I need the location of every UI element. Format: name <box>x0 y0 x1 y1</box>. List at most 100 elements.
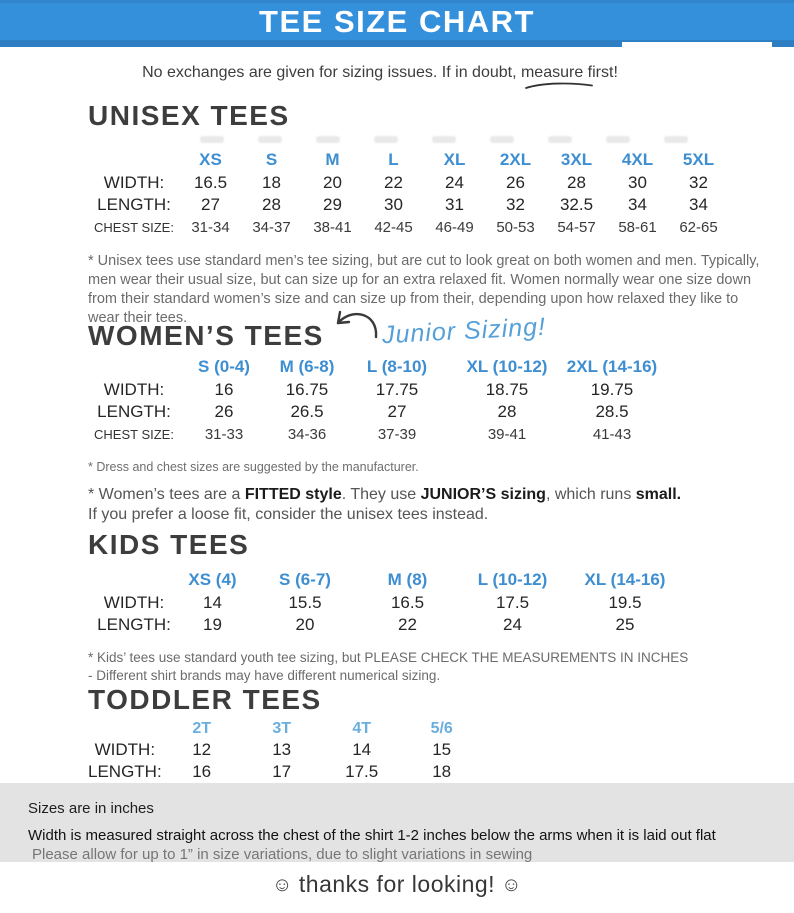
size-value: 17.5 <box>495 593 530 612</box>
size-value: 18 <box>432 762 452 781</box>
size-value: 46-49 <box>435 219 474 236</box>
row-label: CHEST SIZE: <box>94 427 174 442</box>
size-column-header: M (8) <box>387 570 428 589</box>
size-value: 26 <box>506 173 525 192</box>
toddler-header-row: 2T 3T 4T 5/6 <box>88 719 482 739</box>
size-value: 54-57 <box>557 219 596 236</box>
toddler-title: TODDLER TEES <box>88 684 322 715</box>
size-value: 30 <box>628 173 647 192</box>
size-value: 16 <box>214 380 234 399</box>
row-label: WIDTH: <box>103 173 165 192</box>
size-value: 28.5 <box>595 402 629 421</box>
womens-chest-row: CHEST SIZE: 31-33 34-36 37-39 39-41 41-4… <box>88 423 658 446</box>
section-unisex: UNISEX TEES XS S M L XL 2XL 3XL 4XL 5XL … <box>88 101 764 327</box>
smiley-icon: ☺ <box>501 874 522 896</box>
size-value: 17 <box>272 762 292 781</box>
size-column-header: 3T <box>272 720 292 737</box>
size-value: 18 <box>262 173 281 192</box>
toddler-length-row: LENGTH: 16 17 17.5 18 <box>88 761 482 783</box>
size-value: 18.75 <box>485 380 529 399</box>
section-toddler: TODDLER TEES 2T 3T 4T 5/6 WIDTH: 12 13 1… <box>88 685 482 783</box>
size-column-header: 5/6 <box>430 720 453 737</box>
note-text: . They use <box>341 486 421 503</box>
size-column-header: S (6-7) <box>279 570 331 589</box>
womens-width-row: WIDTH: 16 16.75 17.75 18.75 19.75 <box>88 379 658 401</box>
size-value: 19.5 <box>608 593 642 612</box>
footer-line: Sizes are in inches <box>28 800 154 817</box>
size-value: 31-34 <box>191 219 230 236</box>
note-text: - Different shirt brands may have differ… <box>88 668 441 684</box>
size-column-header: S (0-4) <box>198 357 250 376</box>
thanks-text: thanks for looking! <box>298 871 496 897</box>
size-value: 15 <box>432 740 452 759</box>
size-value: 28 <box>497 402 517 421</box>
size-value: 31 <box>445 195 464 214</box>
size-value: 58-61 <box>618 219 657 236</box>
size-value: 41-43 <box>592 426 632 443</box>
size-column-header: M <box>325 150 340 169</box>
size-value: 14 <box>203 593 222 612</box>
notice-text: No exchanges are given for sizing issues… <box>142 64 521 81</box>
size-column-header: M (6-8) <box>279 357 335 376</box>
kids-note: * Kids’ tees use standard youth tee sizi… <box>88 649 788 685</box>
note-bold-text: small. <box>635 486 682 503</box>
size-column-header: XL (14-16) <box>584 570 666 589</box>
size-value: 19.75 <box>590 380 634 399</box>
size-value: 24 <box>445 173 464 192</box>
size-value: 38-41 <box>313 219 352 236</box>
size-value: 20 <box>323 173 342 192</box>
size-column-header: S <box>265 150 278 169</box>
size-value: 32 <box>506 195 525 214</box>
womens-header-row: S (0-4) M (6-8) L (8-10) XL (10-12) 2XL … <box>88 355 658 379</box>
footer-measure-info: Sizes are in inches Width is measured st… <box>0 783 794 863</box>
unisex-length-row: LENGTH: 27 28 29 30 31 32 32.5 34 34 <box>88 194 729 216</box>
size-column-header: 4T <box>352 720 372 737</box>
size-value: 12 <box>192 740 212 759</box>
size-value: 17.75 <box>375 380 419 399</box>
size-column-header: L <box>388 150 399 169</box>
kids-size-table: XS (4) S (6-7) M (8) L (10-12) XL (14-16… <box>88 568 675 636</box>
row-label: CHEST SIZE: <box>94 220 174 235</box>
row-label: WIDTH: <box>103 380 165 399</box>
size-value: 16 <box>192 762 212 781</box>
size-column-header: XS <box>199 150 222 169</box>
unisex-width-row: WIDTH: 16.5 18 20 22 24 26 28 30 32 <box>88 172 729 194</box>
size-value: 27 <box>201 195 220 214</box>
size-value: 14 <box>352 740 372 759</box>
toddler-size-table: 2T 3T 4T 5/6 WIDTH: 12 13 14 15 LENGTH: … <box>88 719 482 783</box>
row-label: WIDTH: <box>94 740 156 759</box>
size-value: 34-37 <box>252 219 291 236</box>
header-notch-artifact <box>622 42 772 48</box>
size-column-header: 5XL <box>682 150 715 169</box>
junior-sizing-annotation: Junior Sizing! <box>381 312 547 350</box>
size-value: 22 <box>398 615 417 634</box>
row-label: LENGTH: <box>97 195 171 214</box>
note-bold-text: FITTED style <box>244 486 342 503</box>
row-label: WIDTH: <box>103 593 165 612</box>
measure-word: measure <box>521 64 593 89</box>
size-value: 16.5 <box>390 593 425 612</box>
size-value: 16.5 <box>193 173 228 192</box>
note-text: , which runs <box>545 486 636 503</box>
unisex-chest-row: CHEST SIZE: 31-34 34-37 38-41 42-45 46-4… <box>88 216 729 239</box>
size-column-header: L (8-10) <box>366 357 428 376</box>
unisex-header-row: XS S M L XL 2XL 3XL 4XL 5XL <box>88 148 729 172</box>
size-value: 13 <box>272 740 292 759</box>
smiley-icon: ☺ <box>271 874 293 896</box>
section-womens: WOMEN’S TEES Junior Sizing! S (0-4) M (6… <box>88 310 778 526</box>
size-value: 62-65 <box>679 219 718 236</box>
size-value: 32.5 <box>559 195 594 214</box>
size-value: 16.75 <box>285 380 329 399</box>
note-text: If you prefer a loose fit, consider the … <box>88 506 489 524</box>
size-value: 29 <box>323 195 342 214</box>
size-value: 42-45 <box>374 219 413 236</box>
exchange-notice: No exchanges are given for sizing issues… <box>0 64 760 89</box>
row-label: LENGTH: <box>88 762 162 781</box>
size-value: 34 <box>689 195 708 214</box>
size-value: 25 <box>615 615 635 634</box>
womens-fitted-note: * Women’s tees are a FITTED style. They … <box>88 485 778 526</box>
size-value: 20 <box>295 615 315 634</box>
size-value: 32 <box>689 173 708 192</box>
womens-title: WOMEN’S TEES <box>88 320 324 351</box>
